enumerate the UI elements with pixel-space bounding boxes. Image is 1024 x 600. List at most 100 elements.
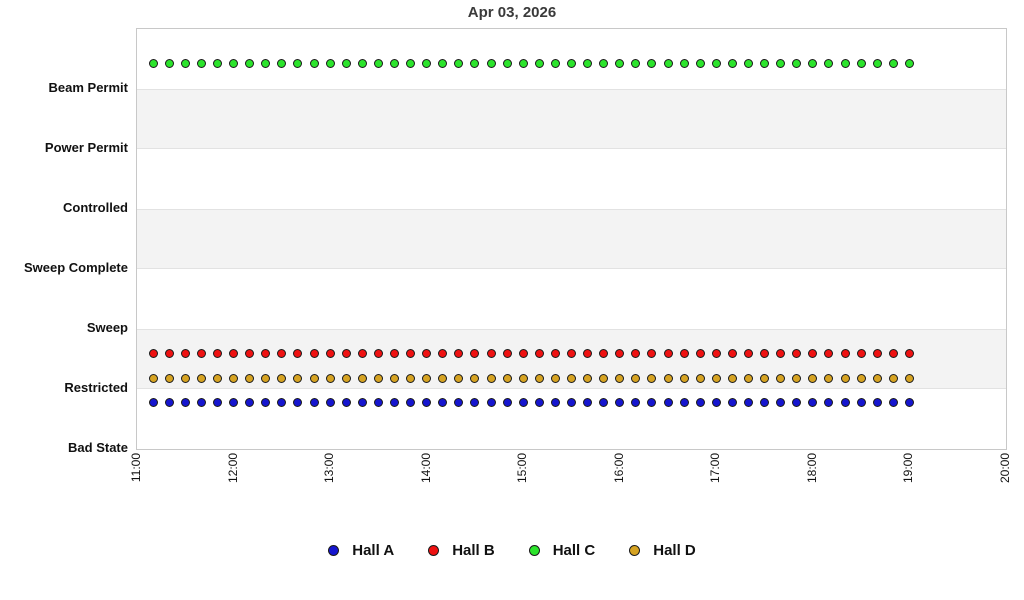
dot-hall-d bbox=[840, 373, 850, 383]
y-axis-label: Beam Permit bbox=[48, 80, 128, 95]
legend-item-hall-d: Hall D bbox=[629, 542, 696, 559]
dot-hall-a bbox=[212, 398, 222, 408]
dot-hall-a bbox=[325, 398, 335, 408]
dot-hall-d bbox=[357, 373, 367, 383]
dot-hall-c bbox=[180, 59, 190, 69]
dot-hall-c bbox=[164, 59, 174, 69]
dot-hall-b bbox=[438, 349, 448, 359]
dot-hall-b bbox=[212, 349, 222, 359]
x-axis-label: 14:00 bbox=[418, 453, 433, 484]
dot-hall-a bbox=[309, 398, 319, 408]
dot-hall-c bbox=[293, 59, 303, 69]
dot-hall-a bbox=[293, 398, 303, 408]
dot-hall-c bbox=[727, 59, 737, 69]
x-axis-label: 12:00 bbox=[225, 453, 240, 484]
dot-hall-d bbox=[422, 373, 432, 383]
dot-hall-d bbox=[277, 373, 287, 383]
dot-hall-a bbox=[470, 398, 480, 408]
dot-hall-d bbox=[711, 373, 721, 383]
x-axis-label: 17:00 bbox=[708, 453, 723, 484]
dot-hall-b bbox=[872, 349, 882, 359]
dot-hall-b bbox=[599, 349, 609, 359]
dot-hall-b bbox=[808, 349, 818, 359]
dot-hall-d bbox=[438, 373, 448, 383]
y-axis-label: Restricted bbox=[64, 380, 128, 395]
x-axis-label: 11:00 bbox=[129, 453, 143, 483]
dot-hall-a bbox=[357, 398, 367, 408]
dot-hall-a bbox=[760, 398, 770, 408]
y-axis-label: Sweep Complete bbox=[23, 260, 128, 275]
dot-hall-a bbox=[904, 398, 914, 408]
dot-hall-d bbox=[180, 373, 190, 383]
dot-hall-a bbox=[583, 398, 593, 408]
dot-hall-a bbox=[261, 398, 271, 408]
legend-item-hall-c: Hall C bbox=[528, 542, 596, 559]
dot-hall-b bbox=[357, 349, 367, 359]
dot-hall-c bbox=[406, 59, 416, 69]
dot-hall-b bbox=[277, 349, 287, 359]
dot-hall-c bbox=[567, 59, 576, 69]
dot-hall-a bbox=[406, 398, 416, 408]
grid-band bbox=[137, 89, 1006, 149]
dot-hall-c bbox=[454, 59, 464, 69]
dot-hall-d bbox=[518, 373, 528, 383]
dot-hall-c bbox=[212, 59, 222, 69]
dot-hall-a bbox=[647, 398, 657, 408]
dot-hall-c bbox=[695, 59, 705, 69]
dot-hall-b bbox=[325, 349, 335, 359]
dot-hall-b bbox=[422, 349, 432, 359]
dot-hall-a bbox=[615, 398, 625, 408]
dot-hall-a bbox=[486, 398, 496, 408]
dot-hall-c bbox=[357, 59, 367, 69]
dot-hall-d bbox=[261, 373, 271, 383]
dot-hall-b bbox=[180, 349, 190, 359]
dot-hall-a bbox=[196, 398, 206, 408]
dot-hall-c bbox=[309, 59, 319, 69]
dot-hall-c bbox=[148, 59, 158, 69]
legend-label: Hall C bbox=[552, 542, 596, 559]
dot-hall-b bbox=[470, 349, 480, 359]
y-axis-label: Bad State bbox=[68, 440, 128, 455]
dot-hall-a bbox=[824, 398, 834, 408]
dot-hall-b bbox=[888, 349, 898, 359]
dot-hall-c bbox=[663, 59, 673, 69]
dot-hall-b bbox=[567, 349, 576, 359]
dot-hall-d bbox=[341, 373, 351, 383]
dot-hall-a bbox=[373, 398, 383, 408]
legend-item-hall-b: Hall B bbox=[428, 542, 495, 559]
dot-hall-a bbox=[840, 398, 850, 408]
dot-hall-a bbox=[711, 398, 721, 408]
dot-hall-a bbox=[518, 398, 528, 408]
dot-hall-a bbox=[744, 398, 754, 408]
dot-hall-c bbox=[277, 59, 287, 69]
dot-hall-d bbox=[309, 373, 319, 383]
dot-hall-c bbox=[583, 59, 593, 69]
dot-hall-b bbox=[711, 349, 721, 359]
dot-hall-d bbox=[792, 373, 802, 383]
dot-hall-c bbox=[438, 59, 448, 69]
x-axis-label: 13:00 bbox=[322, 453, 337, 484]
dot-hall-a bbox=[792, 398, 802, 408]
dot-hall-a bbox=[389, 398, 399, 408]
x-axis-label: 19:00 bbox=[901, 453, 916, 484]
dot-hall-d bbox=[534, 373, 544, 383]
dot-hall-d bbox=[148, 373, 158, 383]
legend-label: Hall D bbox=[653, 542, 696, 559]
dot-hall-b bbox=[502, 349, 512, 359]
dot-hall-c bbox=[550, 59, 560, 69]
dot-hall-d bbox=[599, 373, 609, 383]
dot-hall-c bbox=[840, 59, 850, 69]
dot-hall-c bbox=[631, 59, 641, 69]
dot-hall-d bbox=[615, 373, 625, 383]
dot-hall-d bbox=[454, 373, 464, 383]
dot-hall-a bbox=[534, 398, 544, 408]
x-axis-label: 20:00 bbox=[998, 453, 1012, 484]
legend-marker-icon bbox=[328, 545, 340, 556]
dot-hall-c bbox=[502, 59, 512, 69]
dot-hall-d bbox=[663, 373, 673, 383]
dot-hall-b bbox=[760, 349, 770, 359]
dot-hall-c bbox=[599, 59, 609, 69]
dot-hall-d bbox=[760, 373, 770, 383]
dot-hall-b bbox=[663, 349, 673, 359]
